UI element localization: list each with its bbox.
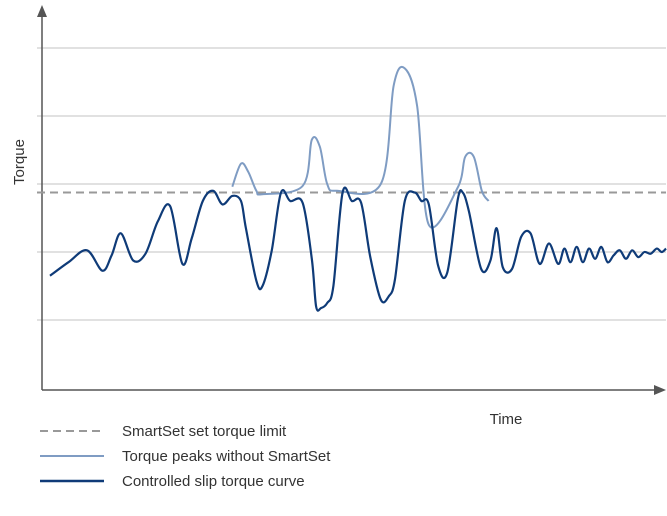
torque-peaks-without-smartset-line: [231, 65, 490, 229]
y-axis-label: Torque: [11, 139, 28, 185]
series-layer: [37, 65, 667, 312]
legend-label-2: Torque peaks without SmartSet: [122, 448, 331, 465]
controlled-slip-torque-curve: [49, 186, 667, 312]
legend-label-1: SmartSet set torque limit: [122, 423, 287, 440]
legend: SmartSet set torque limit Torque peaks wi…: [40, 423, 331, 490]
legend-label-3: Controlled slip torque curve: [122, 473, 305, 490]
y-axis-arrow: [37, 5, 47, 17]
axes: [37, 5, 666, 395]
x-axis-arrow: [654, 385, 666, 395]
gridlines: [37, 47, 666, 321]
x-axis-label: Time: [490, 411, 523, 428]
